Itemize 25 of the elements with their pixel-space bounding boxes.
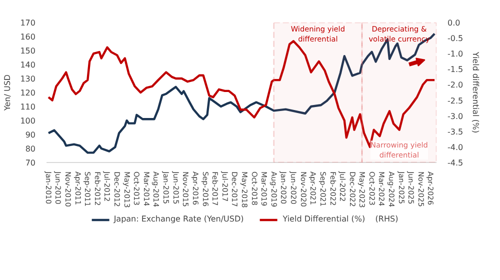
y2-tick-label: -3.5	[448, 127, 464, 136]
y2-tick-label: 0.0	[448, 18, 460, 28]
y2-tick-label: -1.5	[448, 65, 464, 74]
y-tick-label: 90	[25, 130, 36, 140]
y2-tick-label: -2.5	[448, 96, 464, 106]
y2-tick-label: -3.0	[448, 112, 464, 121]
y2-tick-label: -4.5	[448, 158, 464, 168]
y-tick-label: 170	[20, 18, 36, 28]
y2-tick-label: -4.0	[448, 142, 464, 152]
y-tick-label: 70	[25, 158, 36, 168]
legend-label: Yield Differential (%) (RHS)	[282, 214, 398, 224]
y-tick-label: 110	[20, 102, 36, 112]
legend-label: Japan: Exchange Rate (Yen/USD)	[114, 214, 244, 224]
y-axis-title: Yen/ USD	[3, 74, 12, 112]
y2-axis-title: Yield differential (%)	[471, 50, 480, 134]
y2-tick-label: -0.5	[448, 34, 464, 44]
y-tick-label: 140	[20, 60, 36, 70]
y-tick-label: 150	[20, 46, 36, 56]
y-tick-label: 80	[25, 144, 36, 154]
y2-tick-label: -2.0	[448, 80, 464, 90]
y-tick-label: 160	[20, 32, 36, 42]
y-tick-label: 130	[20, 74, 36, 84]
y-tick-label: 100	[20, 116, 36, 126]
y-tick-label: 120	[20, 88, 36, 98]
y2-tick-label: -1.0	[448, 50, 464, 59]
